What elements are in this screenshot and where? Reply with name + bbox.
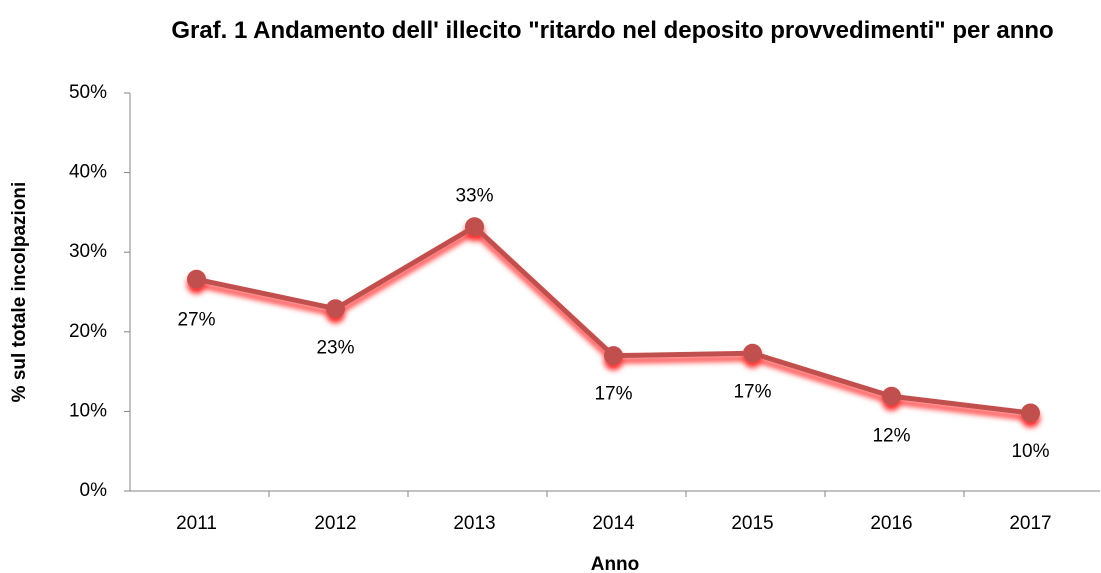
x-tick-label: 2011 (176, 513, 217, 534)
marker (743, 343, 762, 363)
y-tick-label: 0% (80, 480, 108, 501)
y-axis-label: % sul totale incolpazioni (9, 182, 30, 403)
data-label: 17% (594, 384, 632, 405)
marker (882, 386, 901, 406)
marker (326, 299, 345, 319)
x-tick-label: 2014 (592, 513, 635, 534)
x-tick-label: 2012 (314, 513, 356, 534)
y-tick-label: 10% (69, 400, 107, 421)
y-tick-label: 50% (69, 82, 107, 103)
y-tick-label: 40% (69, 162, 107, 183)
x-tick-label: 2013 (453, 513, 495, 534)
marker (1021, 403, 1040, 423)
chart-title: Graf. 1 Andamento dell' illecito "ritard… (171, 17, 1054, 44)
series (187, 217, 1040, 423)
x-axis-label: Anno (591, 554, 640, 573)
data-label: 17% (733, 381, 771, 402)
marker (187, 269, 206, 289)
data-label: 33% (455, 186, 493, 207)
y-tick-label: 20% (69, 321, 107, 342)
x-tick-label: 2017 (1009, 513, 1051, 534)
marker (604, 346, 623, 366)
y-tick-label: 30% (69, 241, 107, 262)
data-label: 10% (1011, 441, 1049, 462)
data-label: 23% (316, 338, 354, 359)
data-label: 27% (177, 309, 215, 330)
x-tick-label: 2016 (870, 513, 912, 534)
data-label: 12% (872, 425, 910, 446)
x-tick-label: 2015 (731, 513, 773, 534)
marker (465, 217, 484, 237)
